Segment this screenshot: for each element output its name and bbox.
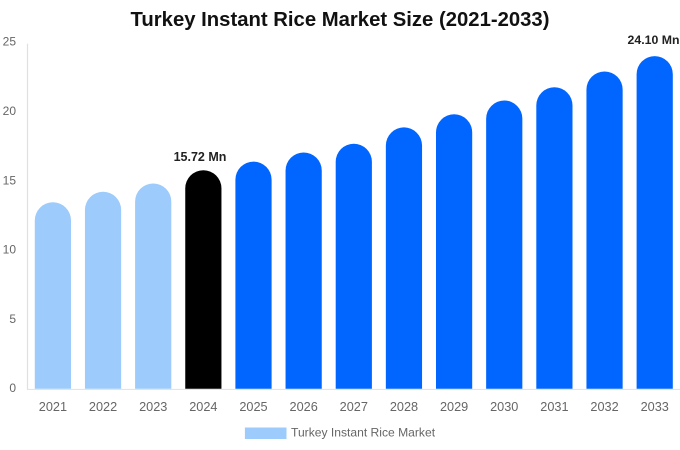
svg-text:2029: 2029 (440, 400, 468, 414)
svg-text:2024: 2024 (189, 400, 217, 414)
svg-text:25: 25 (3, 35, 17, 49)
svg-text:0: 0 (9, 381, 16, 395)
svg-text:10: 10 (3, 243, 17, 257)
svg-text:2033: 2033 (641, 400, 669, 414)
svg-text:2025: 2025 (239, 400, 267, 414)
svg-text:15: 15 (3, 173, 17, 187)
svg-text:2022: 2022 (89, 400, 117, 414)
svg-text:Turkey Instant Rice Market: Turkey Instant Rice Market (291, 426, 436, 440)
svg-text:2027: 2027 (340, 400, 368, 414)
svg-text:2028: 2028 (390, 400, 418, 414)
svg-text:20: 20 (3, 104, 17, 118)
svg-text:2030: 2030 (490, 400, 518, 414)
svg-text:2021: 2021 (39, 400, 67, 414)
svg-text:Turkey Instant Rice Market Siz: Turkey Instant Rice Market Size (2021-20… (131, 9, 550, 31)
svg-text:2023: 2023 (139, 400, 167, 414)
svg-text:24.10 Mn: 24.10 Mn (628, 33, 680, 47)
svg-text:15.72 Mn: 15.72 Mn (174, 150, 227, 164)
svg-text:2026: 2026 (290, 400, 318, 414)
svg-text:5: 5 (9, 312, 16, 326)
svg-text:2031: 2031 (540, 400, 568, 414)
svg-text:2032: 2032 (590, 400, 618, 414)
